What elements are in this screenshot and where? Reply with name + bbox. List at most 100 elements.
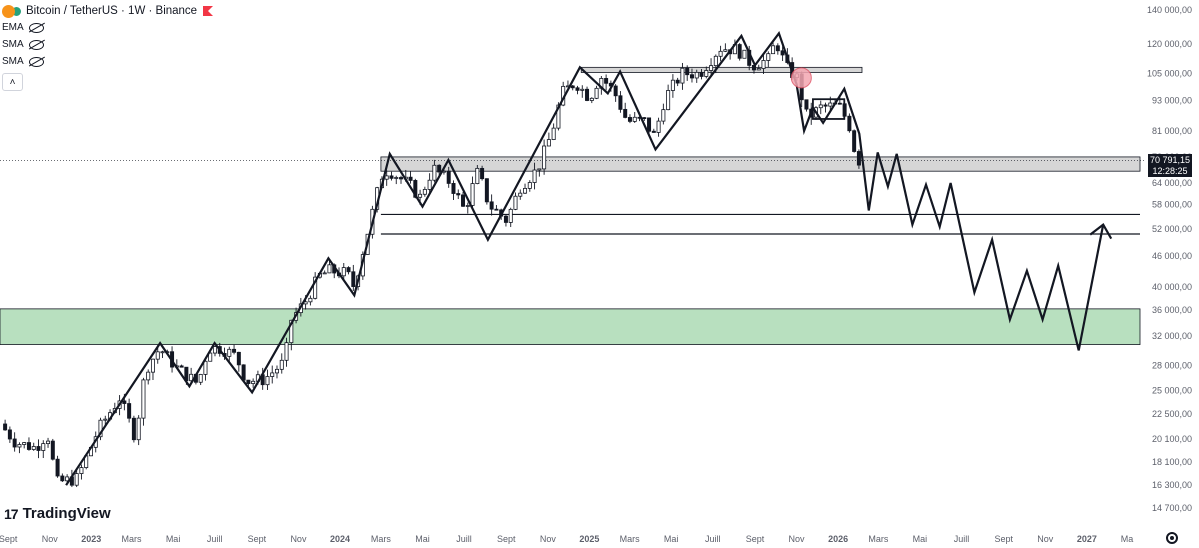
candle-body <box>713 55 718 67</box>
candle-body <box>394 177 399 179</box>
candle-body <box>322 272 327 275</box>
candle-body <box>17 444 22 448</box>
candle-body <box>313 276 318 299</box>
time-tick-label: Sept <box>497 534 516 544</box>
candle-body <box>351 271 356 287</box>
candle-body <box>427 179 432 190</box>
candle-body <box>418 193 423 198</box>
candle-body <box>704 70 709 77</box>
candle-body <box>503 215 508 223</box>
price-tick-label: 58 000,00 <box>1152 200 1192 210</box>
candle-body <box>675 79 680 84</box>
candle-body <box>694 71 699 79</box>
candle-body <box>3 423 8 431</box>
candle-body <box>227 348 232 357</box>
time-tick-label: Mars <box>868 534 888 544</box>
price-tick-label: 20 100,00 <box>1152 434 1192 444</box>
eye-off-icon[interactable] <box>28 56 44 67</box>
candle-body <box>484 178 489 203</box>
candle-body <box>36 446 41 451</box>
candle-body <box>618 95 623 110</box>
candle-body <box>489 201 494 210</box>
symbol-title[interactable]: Bitcoin / TetherUS · 1W · Binance <box>26 5 198 17</box>
candle-body <box>737 44 742 59</box>
time-tick-label: 2027 <box>1077 534 1097 544</box>
time-tick-label: Mai <box>664 534 679 544</box>
indicator-label: SMA <box>2 39 24 50</box>
tradingview-logo[interactable]: 17 TradingView <box>4 505 111 522</box>
gear-icon[interactable] <box>1166 532 1178 544</box>
candle-body <box>146 371 151 381</box>
support-zone <box>0 308 1141 345</box>
candle-body <box>451 183 456 194</box>
price-tick-label: 25 000,00 <box>1152 386 1192 396</box>
candle-body <box>122 400 127 404</box>
price-tick-label: 40 000,00 <box>1152 282 1192 292</box>
time-tick-label: Juill <box>705 534 721 544</box>
eye-off-icon[interactable] <box>28 22 44 33</box>
candle-body <box>341 267 346 277</box>
time-tick-label: Nov <box>42 534 59 544</box>
candle-body <box>270 372 275 377</box>
time-tick-label: Juill <box>207 534 223 544</box>
price-tick-label: 36 000,00 <box>1152 305 1192 315</box>
candle-body <box>461 194 466 207</box>
candle-body <box>232 348 237 353</box>
candle-body <box>413 180 418 198</box>
resistance-zone <box>580 66 863 73</box>
candle-body <box>766 53 771 61</box>
collapse-indicators-button[interactable]: ˄ <box>2 73 23 91</box>
candle-body <box>41 443 46 451</box>
price-tick-label: 120 000,00 <box>1147 39 1192 49</box>
candle-body <box>7 429 12 440</box>
candle-body <box>627 117 632 122</box>
candle-body <box>527 182 532 189</box>
candle-body <box>470 183 475 206</box>
candle-body <box>804 99 809 110</box>
flag-icon[interactable] <box>203 6 214 16</box>
candles-layer <box>3 39 861 488</box>
time-tick-label: Nov <box>290 534 307 544</box>
indicator-sma-2[interactable]: SMA <box>2 56 44 67</box>
candle-body <box>575 87 580 91</box>
candle-body <box>852 130 857 152</box>
candle-body <box>546 139 551 147</box>
time-tick-label: Mars <box>620 534 640 544</box>
price-tick-label: 16 300,00 <box>1152 480 1192 490</box>
candle-body <box>632 116 637 122</box>
price-tick-label: 81 000,00 <box>1152 126 1192 136</box>
bar-countdown: 12:28:25 <box>1152 166 1188 176</box>
candle-body <box>756 68 761 71</box>
price-tick-label: 14 700,00 <box>1152 503 1192 513</box>
candle-body <box>589 97 594 101</box>
candle-body <box>837 102 842 105</box>
candle-body <box>284 342 289 361</box>
indicator-sma-1[interactable]: SMA <box>2 39 44 50</box>
candle-body <box>642 117 647 119</box>
highlight-marker <box>790 67 812 89</box>
time-tick-label: Mars <box>371 534 391 544</box>
time-tick-label: Mai <box>913 534 928 544</box>
candle-body <box>274 368 279 374</box>
candle-body <box>127 403 132 419</box>
time-tick-label: Sept <box>994 534 1013 544</box>
drawings-layer <box>65 30 1113 486</box>
eye-off-icon[interactable] <box>28 39 44 50</box>
candle-body <box>656 120 661 133</box>
time-tick-label: Mai <box>166 534 181 544</box>
candle-body <box>189 373 194 382</box>
candle-body <box>327 264 332 274</box>
candle-body <box>709 65 714 71</box>
candle-body <box>26 442 31 450</box>
indicator-ema[interactable]: EMA <box>2 22 44 33</box>
candle-body <box>246 379 251 384</box>
candle-body <box>494 208 499 211</box>
candle-body <box>212 346 217 354</box>
time-tick-label: Ma <box>1121 534 1134 544</box>
candle-body <box>265 376 270 386</box>
price-tick-label: 140 000,00 <box>1147 5 1192 15</box>
candle-body <box>422 189 427 195</box>
candle-body <box>570 85 575 89</box>
candle-body <box>65 476 70 482</box>
